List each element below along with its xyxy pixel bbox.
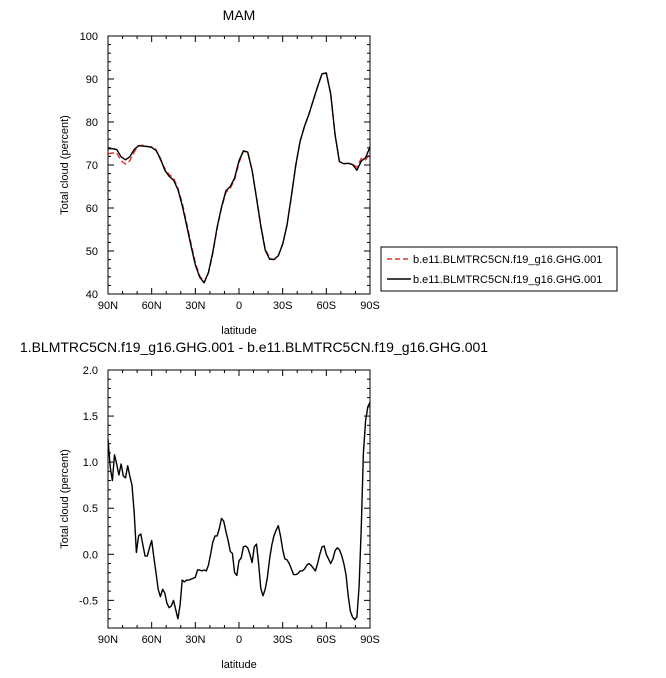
y-tick-label: 2.0 (83, 365, 98, 377)
plot-frame (107, 35, 371, 295)
x-tick-label: 60S (317, 300, 337, 312)
x-tick-label: 90S (360, 300, 380, 312)
x-tick-label: 30N (185, 634, 205, 646)
series-line-0 (108, 72, 370, 283)
x-tick-label: 30N (185, 300, 205, 312)
y-tick-label: 70 (86, 160, 98, 172)
x-tick-label: 0 (236, 634, 242, 646)
y-tick-label: 1.0 (83, 457, 98, 469)
y-tick-label: 0.5 (83, 503, 98, 515)
y-tick-label: 50 (86, 246, 98, 258)
x-axis-label: latitude (221, 325, 256, 337)
series-line-1 (108, 72, 370, 284)
bottom-panel-difference: 1.BLMTRC5CN.f19_g16.GHG.001 - b.e11.BLMT… (20, 339, 488, 671)
y-tick-label: 40 (86, 289, 98, 301)
x-tick-label: 60N (142, 300, 162, 312)
y-tick-label: 90 (86, 74, 98, 86)
x-tick-label: 0 (236, 300, 242, 312)
chart-title: 1.BLMTRC5CN.f19_g16.GHG.001 - b.e11.BLMT… (20, 339, 488, 355)
series-line-0 (108, 401, 370, 621)
x-tick-label: 30S (273, 300, 293, 312)
legend: b.e11.BLMTRC5CN.f19_g16.GHG.001 b.e11.BLM… (380, 246, 618, 292)
x-axis-label: latitude (221, 659, 256, 671)
x-tick-label: 60N (142, 634, 162, 646)
x-tick-label: 30S (273, 634, 293, 646)
y-axis-label: Total cloud (percent) (59, 115, 71, 215)
y-tick-label: 60 (86, 203, 98, 215)
y-tick-label: -0.5 (79, 595, 98, 607)
y-tick-label: 100 (80, 31, 98, 43)
y-tick-label: 1.5 (83, 411, 98, 423)
plot-frame (107, 369, 371, 629)
x-tick-label: 90N (98, 300, 118, 312)
x-tick-label: 90N (98, 634, 118, 646)
x-tick-label: 60S (317, 634, 337, 646)
y-axis-label: Total cloud (percent) (59, 449, 71, 549)
top-panel-mam: MAM 90N 60N 30N 0 30S 60S 90S 40 50 60 70 80 90 100 lat… (59, 7, 380, 337)
legend-entry-1: b.e11.BLMTRC5CN.f19_g16.GHG.001 (413, 274, 602, 286)
y-tick-label: 0.0 (83, 549, 98, 561)
y-tick-label: 80 (86, 117, 98, 129)
x-tick-label: 90S (360, 634, 380, 646)
legend-box (380, 246, 618, 292)
chart-title: MAM (223, 7, 256, 23)
legend-entry-0: b.e11.BLMTRC5CN.f19_g16.GHG.001 (413, 254, 602, 266)
